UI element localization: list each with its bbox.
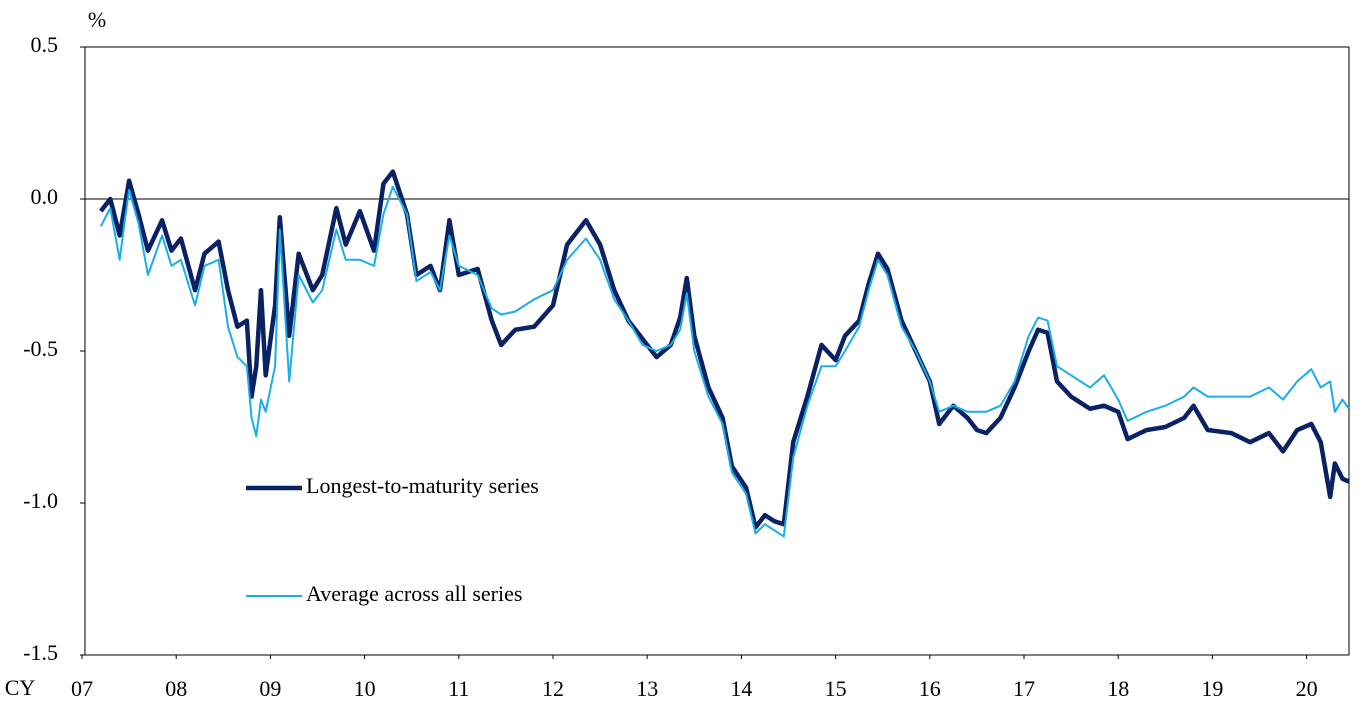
x-tick-label: 20 bbox=[1296, 676, 1318, 701]
x-tick-label: 09 bbox=[259, 676, 281, 701]
x-tick-label: 11 bbox=[448, 676, 469, 701]
y-tick-label: -1.5 bbox=[23, 640, 58, 665]
legend-label: Average across all series bbox=[306, 581, 522, 606]
x-axis-label: CY bbox=[5, 675, 36, 700]
legend-label: Longest-to-maturity series bbox=[306, 473, 539, 498]
x-tick-label: 13 bbox=[636, 676, 658, 701]
y-tick-label: -0.5 bbox=[23, 336, 58, 361]
x-tick-label: 18 bbox=[1107, 676, 1129, 701]
x-tick-label: 19 bbox=[1201, 676, 1223, 701]
y-axis-label: % bbox=[88, 7, 106, 32]
y-tick-label: 0.5 bbox=[31, 32, 59, 57]
x-tick-label: 16 bbox=[919, 676, 941, 701]
data-line bbox=[99, 169, 1350, 530]
plot-frame bbox=[84, 46, 1350, 656]
y-tick-label: -1.0 bbox=[23, 488, 58, 513]
x-tick-label: 08 bbox=[165, 676, 187, 701]
x-tick-label: 17 bbox=[1013, 676, 1035, 701]
x-tick-label: 14 bbox=[730, 676, 752, 701]
x-tick-label: 10 bbox=[354, 676, 376, 701]
x-tick-label: 12 bbox=[542, 676, 564, 701]
y-tick-label: 0.0 bbox=[31, 184, 59, 209]
x-tick-label: 07 bbox=[71, 676, 93, 701]
x-tick-label: 15 bbox=[825, 676, 847, 701]
data-line bbox=[99, 185, 1350, 538]
